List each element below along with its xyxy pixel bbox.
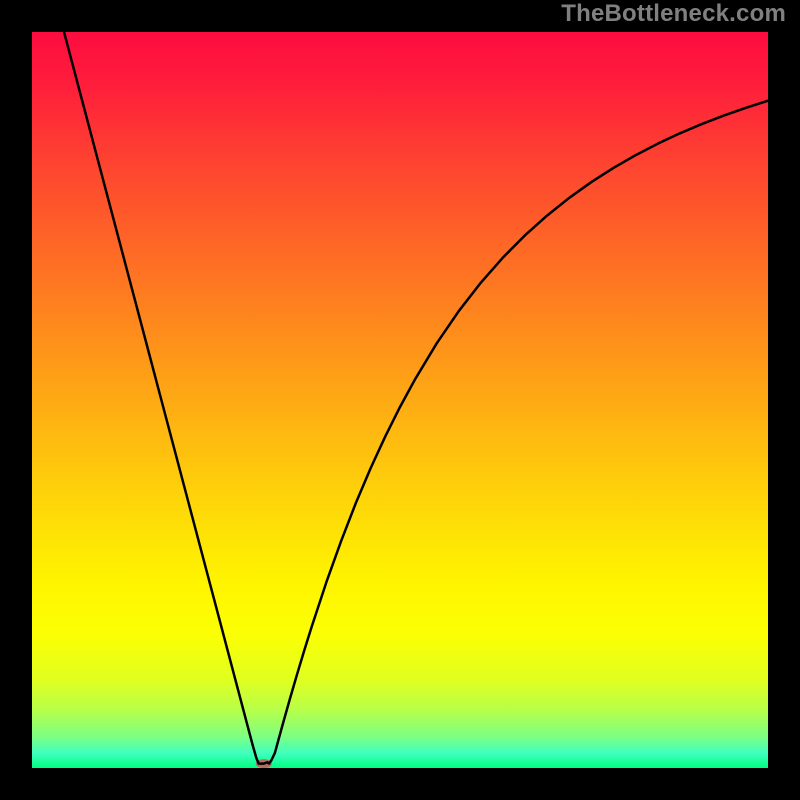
plot-background — [32, 32, 768, 768]
chart-stage: TheBottleneck.com — [0, 0, 800, 800]
plot-svg — [0, 0, 800, 800]
